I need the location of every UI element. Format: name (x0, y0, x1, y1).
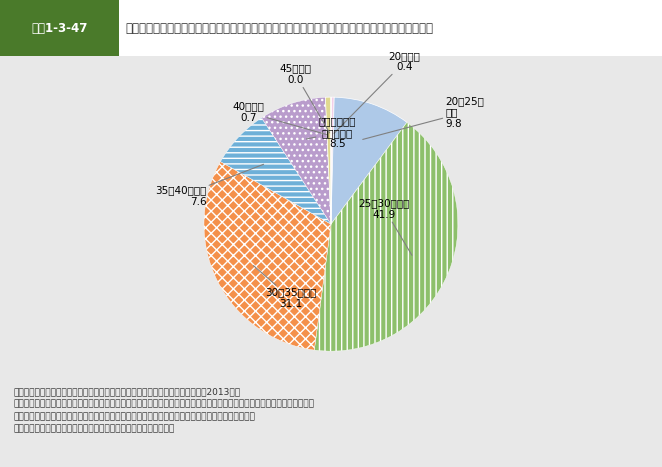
Wedge shape (331, 97, 334, 224)
Text: 25～30歳未満
41.9: 25～30歳未満 41.9 (359, 198, 412, 255)
Wedge shape (261, 97, 331, 224)
Text: 45歳以上
0.0: 45歳以上 0.0 (279, 64, 330, 133)
Wedge shape (326, 97, 331, 224)
Text: 資料：厚生労働省政策統括官付政策評価官室委託「若者の意識に関する調査」（2013年）
（設問）自分の人生設計上、子どもをもうけるとすれば、遅くとも女性が何歳にな: 資料：厚生労働省政策統括官付政策評価官室委託「若者の意識に関する調査」（2013… (13, 387, 314, 434)
Text: 35～40歳未満
7.6: 35～40歳未満 7.6 (155, 164, 263, 207)
Wedge shape (331, 97, 407, 224)
Text: 20歳未満
0.4: 20歳未満 0.4 (334, 51, 420, 133)
Wedge shape (220, 118, 331, 224)
Wedge shape (204, 162, 331, 350)
Wedge shape (314, 122, 458, 351)
Text: 子どもを産むとすれば、遅くとも女性が何歳になるまでに最初の出産を迎えるべきと考えているか: 子どもを産むとすれば、遅くとも女性が何歳になるまでに最初の出産を迎えるべきと考え… (126, 21, 434, 35)
Text: 30～35歳未満
31.1: 30～35歳未満 31.1 (254, 266, 316, 309)
Text: 決めていない
わからない
8.5: 決めていない わからない 8.5 (307, 116, 356, 149)
Bar (0, 0, 119, 56)
Text: 20～25歳
未満
9.8: 20～25歳 未満 9.8 (363, 96, 484, 140)
Text: 図表1-3-47: 図表1-3-47 (31, 21, 88, 35)
Bar (119, 0, 662, 56)
Text: 40歳以上
0.7: 40歳以上 0.7 (232, 102, 326, 134)
